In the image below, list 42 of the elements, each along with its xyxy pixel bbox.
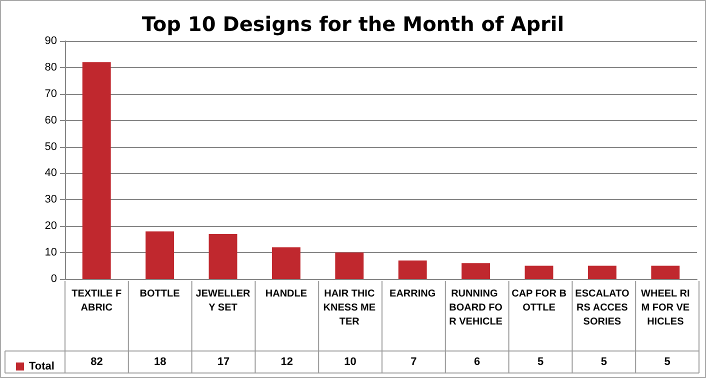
y-tick-label: 40 [44,167,57,180]
x-tick-label: RUNNING BOARD FOR VEHICLE [449,288,503,328]
data-label: 5 [537,356,544,368]
x-tick-label: HAIR THICKNESS METER [323,288,376,328]
x-tick-label: WHEEL RIM FOR VEHICLES [641,288,690,328]
data-label: 17 [217,356,230,368]
y-tick-label: 80 [44,61,57,74]
x-tick-label: EARRING [390,288,436,300]
bar [588,266,616,279]
bar [524,266,554,279]
x-tick-label: BOTTLE [140,288,180,300]
bar [651,266,680,279]
y-tick-label: 90 [44,35,57,47]
bar [335,252,364,279]
bar [146,231,174,279]
x-tick-label: TEXTILE FABRIC [72,288,122,314]
y-tick-label: 0 [50,273,57,285]
data-label: 82 [90,356,103,368]
data-label: 12 [280,356,294,368]
y-tick-label: 60 [44,114,57,126]
data-label: 18 [154,356,166,368]
x-tick-label: HANDLE [265,288,308,300]
chart-title: Top 10 Designs for the Month of April [142,12,564,36]
x-tick-label: ESCALATORS ACCESSORIES [575,288,630,328]
bar [398,260,427,279]
y-tick-label: 20 [44,220,57,232]
data-label: 6 [474,356,480,368]
x-tick-label: JEWELLERY SET [196,288,251,314]
bar [272,247,300,279]
y-tick-label: 50 [44,140,57,153]
y-tick-label: 70 [44,88,57,100]
y-tick-label: 30 [44,194,57,206]
bar [462,263,490,279]
data-label: 7 [410,356,417,368]
data-label: 5 [664,356,670,368]
x-tick-label: CAP FOR BOTTLE [512,288,566,314]
data-label: 10 [344,356,356,368]
bar [82,62,111,279]
legend-label: Total [29,360,54,372]
data-label: 5 [600,356,607,368]
bar [208,234,238,279]
y-tick-label: 10 [44,246,57,259]
